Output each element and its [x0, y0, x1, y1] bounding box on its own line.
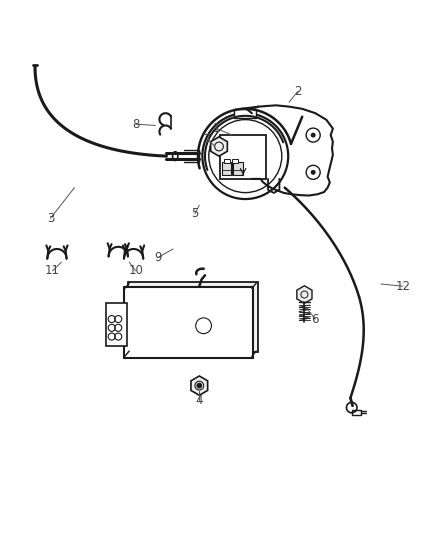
Text: 9: 9 — [154, 251, 162, 264]
FancyBboxPatch shape — [128, 282, 258, 352]
Text: 10: 10 — [128, 264, 143, 277]
Text: 3: 3 — [47, 212, 54, 225]
FancyBboxPatch shape — [232, 159, 238, 163]
Text: 2: 2 — [294, 85, 302, 98]
Circle shape — [197, 383, 201, 388]
Circle shape — [311, 171, 315, 174]
Text: 4: 4 — [195, 393, 203, 407]
FancyBboxPatch shape — [222, 162, 231, 175]
Text: 12: 12 — [396, 280, 410, 293]
FancyBboxPatch shape — [124, 287, 253, 358]
Text: 11: 11 — [45, 264, 60, 277]
Text: 5: 5 — [191, 207, 198, 221]
FancyBboxPatch shape — [224, 159, 230, 163]
Circle shape — [311, 133, 315, 137]
FancyBboxPatch shape — [234, 109, 256, 118]
Text: 7: 7 — [204, 133, 212, 146]
Text: 8: 8 — [132, 118, 139, 131]
Text: 1: 1 — [213, 122, 221, 135]
FancyBboxPatch shape — [220, 135, 266, 179]
FancyBboxPatch shape — [106, 303, 127, 346]
Text: 6: 6 — [311, 312, 319, 326]
FancyBboxPatch shape — [233, 162, 243, 175]
